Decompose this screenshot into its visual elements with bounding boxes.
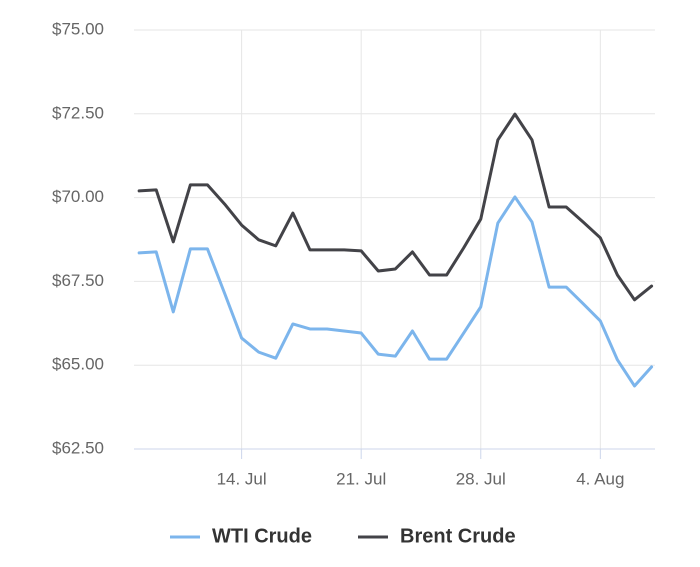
x-tick-label: 14. Jul	[217, 469, 267, 488]
y-tick-label: $75.00	[52, 19, 104, 38]
legend-label[interactable]: WTI Crude	[212, 525, 312, 547]
legend-label[interactable]: Brent Crude	[400, 525, 516, 547]
x-tick-label: 4. Aug	[576, 469, 624, 488]
series-line	[137, 195, 654, 388]
y-tick-label: $62.50	[52, 438, 104, 457]
x-tick-label: 21. Jul	[336, 469, 386, 488]
y-tick-label: $67.50	[52, 271, 104, 290]
y-tick-label: $65.00	[52, 355, 104, 374]
series-line	[137, 112, 654, 302]
x-tick-label: 28. Jul	[456, 469, 506, 488]
y-tick-label: $72.50	[52, 103, 104, 122]
y-tick-label: $70.00	[52, 187, 104, 206]
